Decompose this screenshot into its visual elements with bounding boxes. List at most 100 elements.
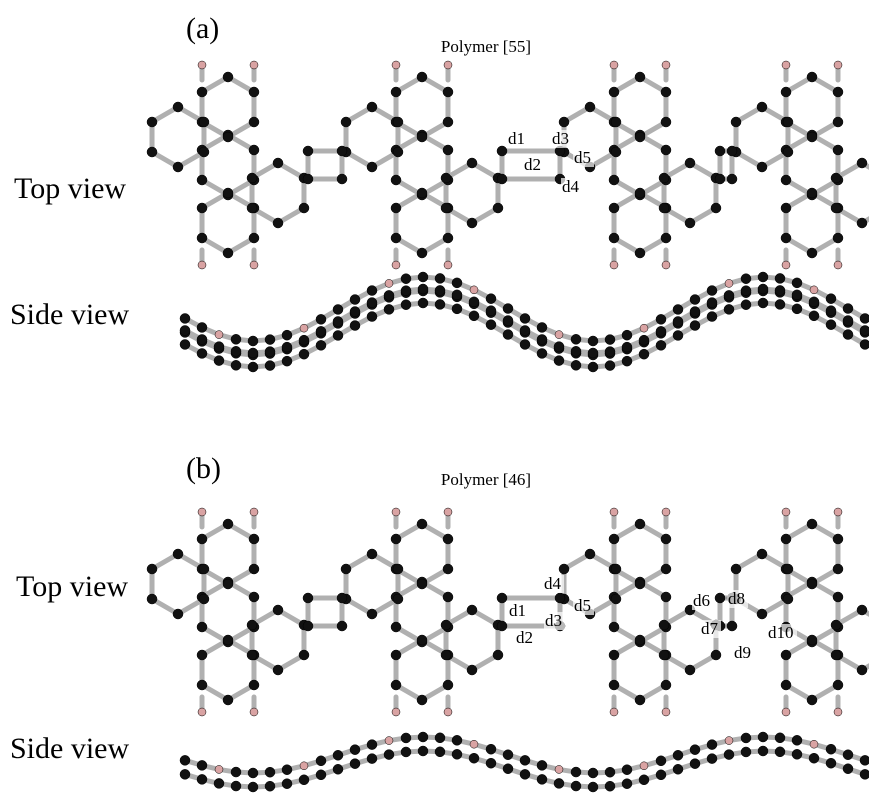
carbon-atom xyxy=(656,770,666,780)
carbon-atom xyxy=(635,72,645,82)
carbon-atom xyxy=(299,349,309,359)
carbon-atom xyxy=(443,145,453,155)
carbon-atom xyxy=(860,339,869,349)
carbon-atom xyxy=(554,778,564,788)
carbon-atom xyxy=(418,746,428,756)
carbon-atom xyxy=(223,248,233,258)
carbon-atom xyxy=(809,753,819,763)
carbon-atom xyxy=(781,680,791,690)
carbon-atom xyxy=(860,313,869,323)
carbon-atom xyxy=(520,769,530,779)
carbon-atom xyxy=(223,188,233,198)
carbon-atom xyxy=(715,146,725,156)
carbon-atom xyxy=(231,781,241,791)
carbon-atom xyxy=(661,680,671,690)
carbon-atom xyxy=(588,362,598,372)
carbon-atom xyxy=(809,297,819,307)
carbon-atom xyxy=(690,295,700,305)
carbon-atom xyxy=(635,579,645,589)
carbon-atom xyxy=(391,650,401,660)
hydrogen-atom xyxy=(385,279,393,287)
carbon-atom xyxy=(690,307,700,317)
carbon-atom xyxy=(303,174,313,184)
carbon-atom xyxy=(775,285,785,295)
hydrogen-atom xyxy=(810,286,818,294)
carbon-atom xyxy=(659,650,669,660)
hydrogen-atom xyxy=(198,708,206,716)
hydrogen-atom xyxy=(662,61,670,69)
carbon-atom xyxy=(690,745,700,755)
carbon-atom xyxy=(282,765,292,775)
carbon-atom xyxy=(809,311,819,321)
carbon-atom xyxy=(661,233,671,243)
hydrogen-atom xyxy=(782,508,790,516)
carbon-atom xyxy=(452,278,462,288)
carbon-atom xyxy=(452,304,462,314)
carbon-atom xyxy=(248,768,258,778)
carbon-atom xyxy=(197,87,207,97)
carbon-atom xyxy=(622,356,632,366)
bonds xyxy=(152,65,869,787)
carbon-atom xyxy=(571,334,581,344)
carbon-atom xyxy=(147,117,157,127)
carbon-atom xyxy=(223,519,233,529)
carbon-atom xyxy=(609,534,619,544)
carbon-atom xyxy=(826,320,836,330)
panel-title: Polymer [55] xyxy=(441,37,531,56)
carbon-atom xyxy=(173,162,183,172)
carbon-atom xyxy=(467,605,477,615)
carbon-atom xyxy=(635,695,645,705)
bond-label: d5 xyxy=(574,596,591,615)
carbon-atom xyxy=(833,117,843,127)
carbon-atom xyxy=(661,145,671,155)
carbon-atom xyxy=(609,175,619,185)
carbon-atom xyxy=(441,173,451,183)
panel-label: (a) xyxy=(186,12,219,45)
carbon-atom xyxy=(843,750,853,760)
carbon-atom xyxy=(585,102,595,112)
carbon-atom xyxy=(497,621,507,631)
carbon-atom xyxy=(418,284,428,294)
hydrogen-atom xyxy=(215,765,223,773)
carbon-atom xyxy=(635,519,645,529)
carbon-atom xyxy=(537,774,547,784)
carbon-atom xyxy=(807,248,817,258)
carbon-atom xyxy=(265,781,275,791)
carbon-atom xyxy=(452,290,462,300)
carbon-atom xyxy=(783,117,793,127)
carbon-atom xyxy=(341,117,351,127)
carbon-atom xyxy=(724,304,734,314)
carbon-atom xyxy=(393,564,403,574)
carbon-atom xyxy=(417,695,427,705)
carbon-atom xyxy=(537,760,547,770)
hydrogen-atom xyxy=(250,61,258,69)
hydrogen-atom xyxy=(198,508,206,516)
bond-label: d1 xyxy=(509,601,526,620)
carbon-atom xyxy=(833,233,843,243)
carbon-atom xyxy=(350,295,360,305)
carbon-atom xyxy=(609,87,619,97)
hydrogen-atom xyxy=(834,61,842,69)
hydrogen-atom xyxy=(444,708,452,716)
carbon-atom xyxy=(661,592,671,602)
carbon-atom xyxy=(503,750,513,760)
carbon-atom xyxy=(520,755,530,765)
carbon-atom xyxy=(783,594,793,604)
carbon-atom xyxy=(452,749,462,759)
carbon-atom xyxy=(520,325,530,335)
carbon-atom xyxy=(656,756,666,766)
hydrogen-atom xyxy=(834,261,842,269)
carbon-atom xyxy=(609,233,619,243)
carbon-atom xyxy=(401,274,411,284)
carbon-atom xyxy=(685,665,695,675)
carbon-atom xyxy=(639,775,649,785)
hydrogen-atom xyxy=(444,61,452,69)
carbon-atom xyxy=(661,534,671,544)
carbon-atom xyxy=(333,750,343,760)
carbon-atom xyxy=(661,117,671,127)
carbon-atom xyxy=(807,579,817,589)
carbon-atom xyxy=(757,162,767,172)
carbon-atom xyxy=(197,233,207,243)
carbon-atom xyxy=(223,579,233,589)
carbon-atom xyxy=(757,549,767,559)
